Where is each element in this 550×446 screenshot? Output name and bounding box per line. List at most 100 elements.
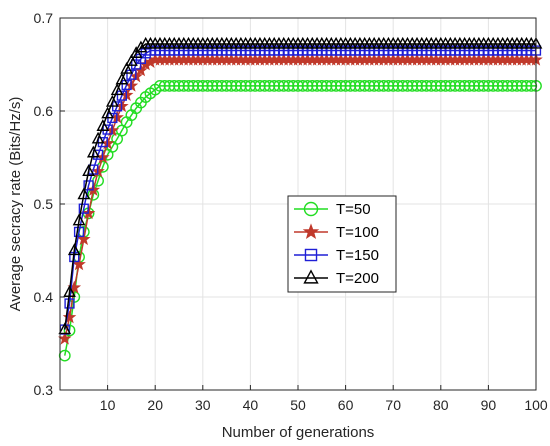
data-point: [268, 79, 281, 92]
data-point: [320, 79, 333, 92]
data-point: [230, 79, 243, 92]
x-axis-label: Number of generations: [222, 424, 375, 441]
data-point: [121, 79, 132, 91]
data-point: [492, 79, 504, 92]
data-point: [126, 69, 137, 80]
data-point: [453, 79, 466, 92]
x-tick-label: 90: [481, 397, 497, 413]
data-point: [496, 79, 509, 92]
legend-item: T=100: [294, 223, 379, 241]
data-point: [368, 79, 381, 92]
data-point: [425, 79, 438, 92]
data-point: [472, 79, 485, 92]
data-point: [277, 79, 290, 92]
data-point: [125, 54, 138, 66]
data-point: [72, 213, 86, 226]
data-point: [292, 79, 304, 92]
data-point: [73, 226, 85, 238]
data-point: [434, 79, 447, 92]
data-point: [177, 79, 190, 92]
x-tick-label: 20: [147, 397, 163, 413]
data-point: [187, 79, 200, 92]
data-point: [506, 79, 519, 92]
legend: T=50 T=100 T=150 T=200: [287, 195, 397, 293]
data-point: [64, 298, 75, 309]
data-point: [77, 232, 91, 246]
data-point: [334, 79, 347, 92]
data-point: [163, 79, 176, 92]
data-point: [296, 79, 309, 92]
data-point: [511, 79, 523, 92]
data-point: [358, 79, 371, 92]
data-point: [392, 79, 404, 92]
legend-label: T=200: [336, 270, 379, 287]
data-point: [273, 79, 285, 92]
data-point: [349, 79, 362, 92]
data-point: [411, 79, 423, 92]
data-point: [377, 79, 390, 92]
data-point: [311, 79, 323, 92]
data-point: [449, 79, 461, 92]
tick-labels: 10 20 30 40 50 60 70 80 90 100 0.3 0.4 0.5 0.6 0.7: [34, 10, 548, 413]
x-tick-label: 80: [433, 397, 449, 413]
data-point: [315, 79, 328, 92]
data-point: [96, 119, 110, 131]
data-point: [134, 40, 148, 53]
legend-item: T=200: [294, 269, 379, 287]
data-point: [330, 79, 342, 92]
y-tick-label: 0.5: [34, 196, 54, 212]
data-point: [105, 94, 119, 107]
data-point: [168, 79, 181, 92]
data-point: [344, 79, 357, 92]
data-point: [244, 79, 257, 92]
y-tick-label: 0.7: [34, 10, 54, 26]
data-point: [515, 79, 528, 92]
data-point: [458, 79, 471, 92]
y-axis-label: Average secracy rate (Bits/Hz/s): [7, 97, 24, 312]
legend-label: T=100: [336, 224, 379, 241]
x-tick-label: 60: [338, 397, 354, 413]
data-point: [116, 90, 127, 101]
data-point: [182, 79, 195, 92]
x-tick-label: 10: [100, 397, 116, 413]
x-tick-label: 50: [290, 397, 306, 413]
series-layer: [57, 36, 543, 362]
y-tick-label: 0.3: [34, 382, 54, 398]
data-point: [306, 79, 319, 92]
data-point: [444, 79, 457, 92]
y-tick-label: 0.6: [34, 103, 54, 119]
data-point: [220, 79, 233, 92]
series-line: [64, 85, 536, 356]
data-point: [110, 83, 124, 96]
y-tick-label: 0.4: [34, 289, 54, 305]
data-point: [234, 79, 247, 92]
data-point: [67, 243, 81, 256]
data-point: [91, 131, 105, 144]
legend-marker: [303, 201, 319, 217]
data-point: [482, 79, 495, 92]
data-point: [154, 79, 166, 92]
data-point: [173, 79, 185, 92]
data-point: [382, 79, 395, 92]
data-point: [430, 79, 442, 92]
x-tick-label: 100: [524, 397, 548, 413]
data-point: [120, 61, 134, 74]
legend-item: T=50: [294, 201, 371, 218]
legend-marker: [302, 223, 320, 239]
data-point: [72, 257, 86, 271]
data-point: [58, 322, 72, 335]
data-point: [254, 79, 266, 92]
legend-label: T=150: [336, 247, 379, 264]
data-point: [215, 79, 228, 92]
data-point: [86, 145, 100, 158]
data-point: [77, 187, 91, 200]
data-point: [249, 79, 262, 92]
data-point: [196, 79, 209, 92]
data-point: [83, 180, 94, 191]
data-point: [62, 310, 77, 324]
x-tick-label: 70: [385, 397, 401, 413]
data-point: [82, 164, 95, 177]
legend-marker: [303, 269, 319, 284]
data-point: [401, 79, 414, 92]
data-point: [206, 79, 219, 92]
